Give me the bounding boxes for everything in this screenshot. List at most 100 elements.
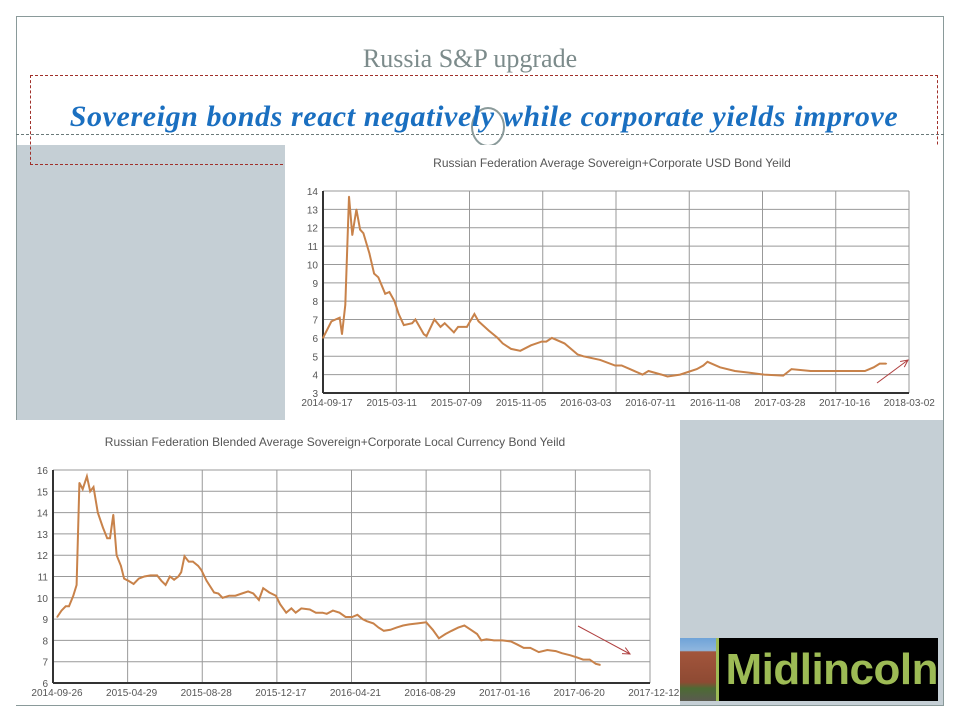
data-point: [86, 475, 88, 478]
data-point: [395, 626, 398, 629]
y-tick-label: 10: [307, 260, 319, 271]
data-point: [522, 647, 525, 649]
data-point: [344, 304, 347, 306]
data-point: [540, 340, 543, 343]
data-point: [554, 650, 557, 652]
data-point: [205, 579, 208, 582]
data-point: [169, 575, 171, 578]
x-tick-label: 2016-07-11: [625, 398, 676, 409]
data-point: [338, 316, 341, 319]
data-point: [362, 232, 365, 235]
y-tick-label: 16: [37, 466, 49, 477]
data-point: [217, 592, 220, 595]
trend-arrow-icon: [876, 359, 909, 384]
data-point: [496, 337, 499, 339]
data-point: [878, 362, 881, 365]
slide-title: Russia S&P upgrade: [362, 44, 578, 73]
data-point: [561, 652, 563, 654]
x-tick-label: 2015-07-09: [431, 398, 483, 409]
y-tick-label: 13: [307, 205, 319, 216]
x-tick-label: 2016-04-21: [330, 688, 382, 699]
y-tick-label: 12: [37, 551, 49, 562]
data-point: [64, 605, 67, 608]
data-point: [149, 574, 152, 577]
data-point: [444, 633, 447, 635]
data-point: [599, 359, 602, 361]
logo-text: Midlincoln: [725, 644, 938, 694]
data-point: [576, 353, 579, 356]
data-point: [734, 370, 736, 372]
data-point: [641, 373, 644, 376]
x-tick-label: 2014-09-17: [301, 398, 353, 409]
data-point: [72, 594, 75, 597]
y-tick-label: 14: [307, 187, 319, 198]
data-point: [60, 609, 63, 612]
data-point: [450, 630, 453, 632]
data-point: [599, 664, 601, 666]
data-point: [463, 624, 466, 627]
data-point: [790, 368, 793, 370]
data-point: [546, 649, 549, 651]
y-tick-label: 11: [38, 573, 49, 584]
data-point: [408, 623, 411, 626]
data-point: [359, 228, 361, 231]
data-point: [351, 616, 354, 618]
data-point: [470, 628, 472, 631]
data-point: [262, 587, 264, 590]
building-photo: [680, 638, 720, 701]
data-point: [416, 622, 419, 625]
y-tick-label: 14: [37, 509, 49, 520]
data-point: [438, 637, 440, 640]
data-point: [373, 272, 375, 275]
data-point: [120, 565, 122, 567]
data-point: [702, 364, 705, 367]
data-point: [748, 372, 751, 374]
data-point: [294, 611, 297, 614]
data-point: [344, 616, 347, 618]
data-point: [457, 626, 460, 629]
data-point: [268, 591, 271, 594]
x-tick-label: 2016-08-29: [404, 688, 456, 699]
data-point: [241, 592, 243, 595]
x-tick-label: 2015-03-11: [366, 398, 417, 409]
data-point: [510, 348, 512, 350]
data-point: [477, 320, 480, 323]
data-point: [466, 326, 468, 328]
data-point: [356, 614, 359, 616]
data-point: [258, 599, 260, 601]
data-point: [338, 611, 341, 614]
data-point: [192, 560, 194, 563]
y-tick-label: 9: [312, 279, 318, 290]
data-point: [393, 300, 396, 302]
data-point: [516, 643, 519, 646]
data-point: [279, 603, 281, 605]
data-point: [275, 594, 277, 597]
data-point: [443, 322, 446, 325]
data-point: [397, 313, 400, 315]
data-point: [361, 618, 364, 620]
data-point: [706, 360, 709, 363]
data-point: [252, 592, 255, 595]
data-point: [177, 575, 180, 578]
data-point: [582, 355, 585, 358]
data-line-series: [322, 196, 887, 378]
y-tick-label: 10: [37, 594, 49, 605]
data-point: [137, 577, 140, 580]
data-point: [221, 597, 224, 599]
data-point: [156, 574, 158, 577]
data-point: [368, 252, 371, 255]
data-point: [290, 607, 293, 610]
y-tick-label: 8: [42, 636, 48, 647]
y-tick-label: 8: [312, 297, 318, 308]
data-point: [582, 658, 584, 661]
y-tick-label: 7: [312, 316, 318, 327]
data-point: [845, 370, 848, 372]
x-tick-label: 2017-12-12: [628, 688, 680, 699]
data-point: [355, 208, 358, 211]
data-point: [588, 658, 591, 661]
data-point: [183, 555, 186, 558]
data-point: [719, 366, 721, 369]
data-point: [285, 611, 288, 614]
data-point: [510, 640, 512, 643]
arrowhead-icon: [621, 647, 632, 655]
